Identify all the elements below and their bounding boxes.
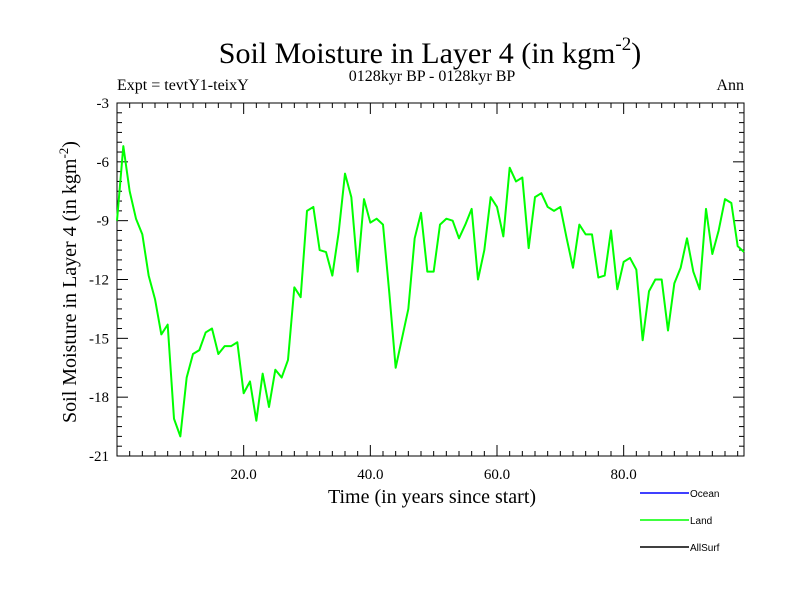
season-label: Ann [716,77,744,94]
legend-allsurf-label: AllSurf [690,543,720,554]
plot-frame [116,102,745,457]
y-tick-label: -12 [89,273,109,289]
y-tick-label: -15 [89,331,109,347]
x-tick-label: 20.0 [231,467,257,483]
y-axis-ticks: -3 -6 -9 -12 -15 -18 -21 [89,96,744,465]
experiment-label: Expt = tevtY1-teixY [117,77,249,94]
y-tick-label: -9 [97,214,110,230]
series-layer [116,145,745,438]
x-tick-label: 40.0 [357,467,383,483]
y-tick-label: -6 [97,155,110,171]
x-axis-label: Time (in years since start) [328,486,536,508]
y-axis-label: Soil Moisture in Layer 4 (in kgm-2) [56,141,81,423]
x-tick-label: 80.0 [611,467,637,483]
legend-land-label: Land [690,516,712,527]
chart-title: Soil Moisture in Layer 4 (in kgm-2) [219,34,641,70]
y-tick-label: -18 [89,390,109,406]
y-tick-label: -21 [89,449,109,465]
x-tick-label: 60.0 [484,467,510,483]
x-axis-ticks: 20.0 40.0 60.0 80.0 [129,103,739,483]
series-line-land [116,145,745,438]
legend-ocean-label: Ocean [690,489,719,500]
y-tick-label: -3 [97,96,110,112]
period-label: 0128kyr BP - 0128kyr BP [349,68,516,85]
legend: Ocean Land AllSurf [640,489,720,554]
